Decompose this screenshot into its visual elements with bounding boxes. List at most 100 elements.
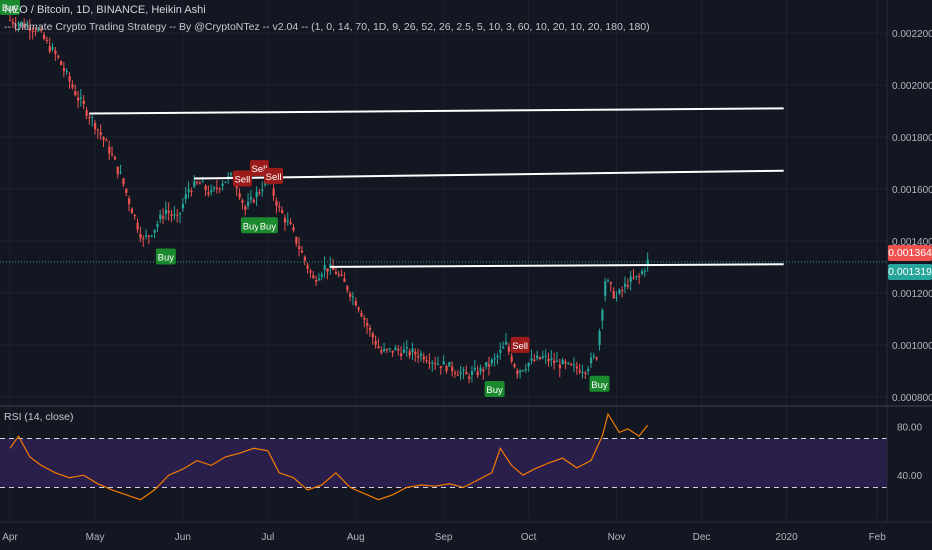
candle-body bbox=[218, 188, 221, 190]
candle-body bbox=[252, 199, 255, 203]
candle-body bbox=[159, 214, 162, 220]
candle-body bbox=[303, 256, 306, 261]
candle-body bbox=[383, 349, 386, 351]
candle-body bbox=[507, 346, 510, 352]
candle-body bbox=[493, 358, 496, 360]
candle-body bbox=[354, 300, 357, 306]
candle-body bbox=[68, 76, 71, 82]
candle-body bbox=[99, 132, 102, 135]
candle-body bbox=[564, 361, 567, 364]
candle-body bbox=[85, 109, 88, 116]
candle-body bbox=[272, 188, 275, 196]
signal-label: Buy bbox=[243, 221, 260, 232]
candle-body bbox=[567, 362, 570, 364]
candle-body bbox=[408, 351, 411, 356]
buy-signal: Buy bbox=[257, 217, 278, 234]
signal-label: Sell bbox=[266, 172, 282, 183]
candle-body bbox=[470, 371, 474, 376]
candle-body bbox=[170, 214, 173, 216]
grid bbox=[0, 0, 887, 518]
x-tick-label: Aug bbox=[347, 532, 365, 543]
candle-body bbox=[196, 182, 199, 184]
candle-body bbox=[51, 47, 54, 50]
buy-signal: Buy bbox=[589, 375, 610, 392]
candle-body bbox=[179, 212, 182, 214]
candle-body bbox=[37, 29, 40, 31]
candle-body bbox=[417, 356, 420, 358]
price-tag-last: 0.001364 bbox=[888, 245, 932, 261]
candle-body bbox=[312, 275, 315, 279]
candle-body bbox=[575, 366, 578, 369]
candle-body bbox=[62, 68, 66, 72]
candle-body bbox=[94, 123, 97, 130]
x-tick-label: Apr bbox=[2, 532, 18, 543]
sell-signal: Sell bbox=[510, 336, 530, 353]
signal-label: Buy bbox=[486, 385, 503, 396]
candle-body bbox=[598, 331, 601, 346]
candle-body bbox=[45, 39, 49, 41]
candle-body bbox=[26, 24, 29, 26]
candle-body bbox=[371, 333, 374, 338]
candle-body bbox=[224, 181, 227, 183]
candle-body bbox=[289, 222, 292, 225]
candle-body bbox=[587, 368, 590, 372]
candle-body bbox=[213, 187, 216, 189]
candle-body bbox=[340, 274, 343, 276]
signal-box bbox=[510, 336, 530, 353]
candle-body bbox=[108, 147, 111, 154]
signal-label: Buy bbox=[260, 221, 277, 232]
candle-body bbox=[167, 211, 170, 213]
candle-body bbox=[397, 349, 400, 351]
candle-body bbox=[337, 274, 340, 276]
candle-body bbox=[434, 363, 437, 365]
candle-body bbox=[502, 346, 505, 349]
candle-body bbox=[581, 372, 584, 374]
candle-body bbox=[116, 166, 119, 174]
candle-body bbox=[374, 341, 377, 345]
candle-body bbox=[419, 353, 423, 356]
candle-body bbox=[570, 363, 573, 366]
candle-body bbox=[621, 289, 624, 291]
candle-body bbox=[635, 275, 638, 277]
x-tick-label: Jun bbox=[175, 532, 191, 543]
buy-signal: Buy bbox=[484, 381, 505, 398]
candle-body bbox=[133, 214, 136, 217]
signal-label: Buy bbox=[2, 3, 19, 14]
candle-body bbox=[65, 70, 68, 72]
candle-body bbox=[326, 268, 329, 272]
candle-body bbox=[479, 367, 482, 372]
candle-body bbox=[482, 369, 485, 372]
candle-body bbox=[300, 250, 304, 253]
candle-body bbox=[261, 189, 264, 192]
candle-body bbox=[173, 214, 176, 216]
candle-body bbox=[79, 97, 83, 99]
candle-body bbox=[402, 349, 406, 353]
candle-body bbox=[128, 198, 131, 205]
candle-body bbox=[317, 278, 321, 281]
candle-body bbox=[558, 364, 561, 369]
candle-body bbox=[346, 286, 349, 291]
candle-body bbox=[468, 376, 471, 379]
candle-body bbox=[147, 235, 151, 237]
candle-body bbox=[349, 293, 352, 297]
candle-body bbox=[516, 370, 519, 375]
candle-body bbox=[113, 157, 117, 160]
price-tag-close: 0.001319 bbox=[888, 264, 932, 280]
candle-body bbox=[184, 194, 187, 200]
candle-body bbox=[626, 285, 630, 287]
candle-body bbox=[363, 318, 366, 320]
rsi-tick-label: 40.00 bbox=[897, 471, 922, 482]
candle-body bbox=[315, 279, 318, 282]
rsi-band-fill bbox=[0, 438, 887, 488]
candle-body bbox=[74, 91, 77, 96]
candle-body bbox=[162, 216, 165, 219]
candle-body bbox=[91, 117, 94, 119]
candle-body bbox=[306, 264, 309, 269]
candle-body bbox=[11, 21, 15, 24]
candle-body bbox=[561, 360, 564, 365]
x-tick-label: Feb bbox=[869, 532, 887, 543]
y-tick-label: 0.001200 bbox=[892, 289, 932, 300]
candle-body bbox=[524, 369, 527, 371]
